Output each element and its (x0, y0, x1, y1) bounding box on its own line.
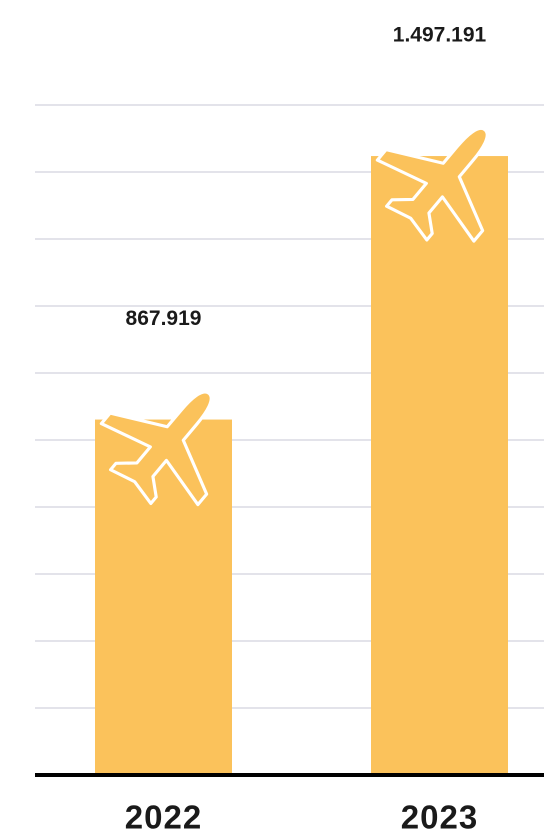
plane-icon (99, 390, 213, 507)
bars (95, 126, 508, 775)
value-label: 867.919 (126, 307, 202, 330)
value-label: 1.497.191 (393, 24, 487, 47)
bar (95, 419, 232, 775)
x-tick-label: 2023 (401, 799, 478, 836)
x-tick-label: 2022 (125, 799, 202, 836)
plane-icon (375, 126, 489, 243)
bar (371, 156, 508, 775)
